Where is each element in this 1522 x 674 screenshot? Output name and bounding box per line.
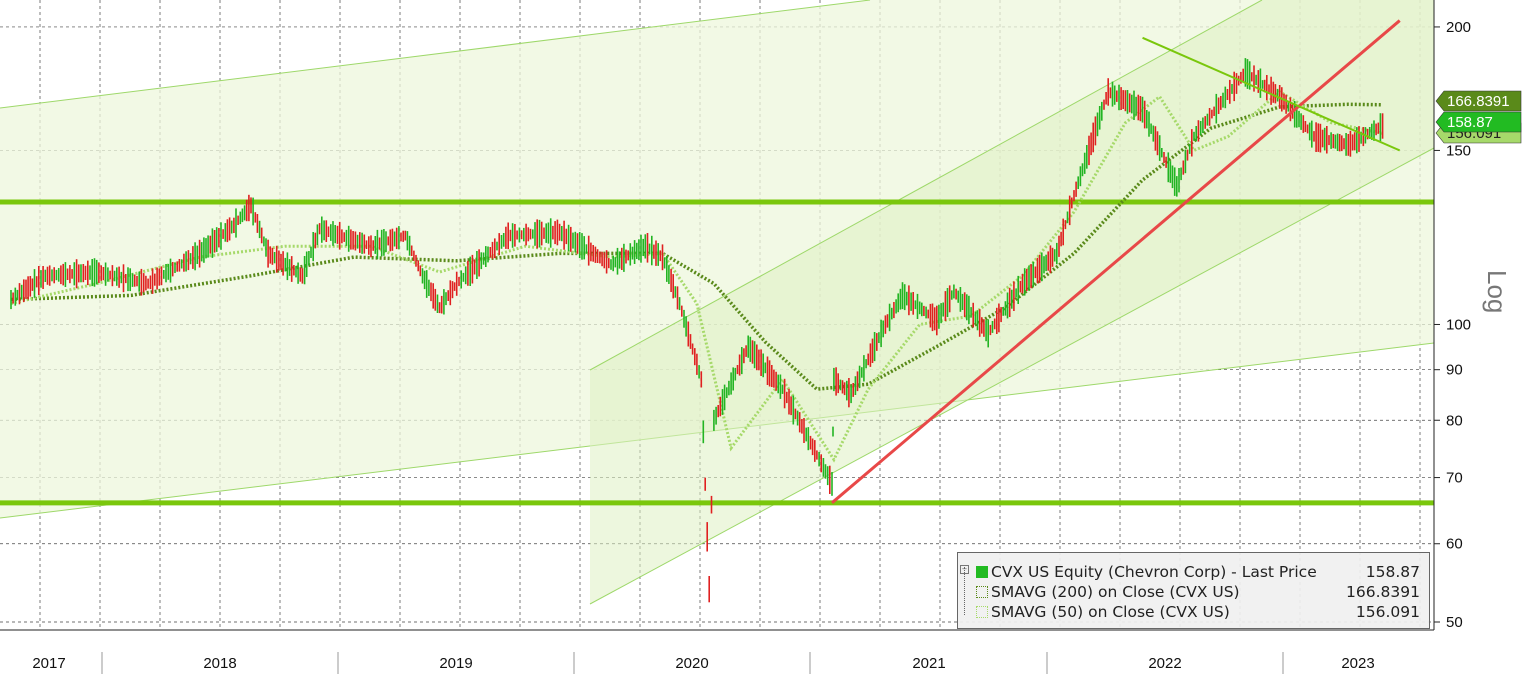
collapse-icon[interactable]: − xyxy=(960,565,969,574)
scale-label: Log xyxy=(1482,270,1512,313)
channel-wide-top xyxy=(0,0,871,109)
price-tag-bg xyxy=(1435,111,1522,133)
price-tag-label: 166.8391 xyxy=(1447,93,1510,110)
horizontal-levels xyxy=(0,199,1434,506)
x-axis: 2017 2018 2019 2020 2021 2022 2023 xyxy=(32,652,1375,674)
x-year-label: 2017 xyxy=(32,655,65,672)
y-tick-label: 150 xyxy=(1446,142,1471,159)
x-year-label: 2019 xyxy=(439,655,472,672)
channel-inner-bottom xyxy=(589,147,1434,605)
price-candles xyxy=(10,58,1384,603)
legend-label-price: CVX US Equity (Chevron Corp) - Last Pric… xyxy=(991,563,1317,581)
y-tick-label: 80 xyxy=(1446,412,1463,429)
legend-tree-line xyxy=(964,567,973,615)
series-lines xyxy=(10,58,1384,603)
legend-row-sma50[interactable]: SMAVG (50) on Close (CVX US) 156.091 xyxy=(966,602,1426,622)
legend-swatch-price xyxy=(976,566,988,578)
legend-row-sma200[interactable]: SMAVG (200) on Close (CVX US) 166.8391 xyxy=(966,582,1426,602)
legend-swatch-sma50 xyxy=(976,606,988,618)
descending-line xyxy=(1142,36,1401,152)
x-year-label: 2018 xyxy=(203,655,236,672)
channel-inner-top xyxy=(589,0,1263,371)
price-tag-label: 158.87 xyxy=(1447,114,1493,131)
x-year-label: 2023 xyxy=(1341,655,1374,672)
price-tag: 166.8391 xyxy=(1435,90,1522,112)
y-tick-label: 70 xyxy=(1446,470,1463,487)
price-tag: 158.87 xyxy=(1435,111,1522,133)
legend-label-sma200: SMAVG (200) on Close (CVX US) xyxy=(991,583,1240,601)
legend-swatch-sma200 xyxy=(976,586,988,598)
sma50-line xyxy=(10,89,1383,463)
legend: − CVX US Equity (Chevron Corp) - Last Pr… xyxy=(957,552,1430,629)
legend-value-sma200: 166.8391 xyxy=(1346,583,1420,601)
y-tick-label: 100 xyxy=(1446,316,1471,333)
legend-value-price: 158.87 xyxy=(1365,563,1420,581)
sma200-line xyxy=(10,102,1383,392)
y-tick-label: 200 xyxy=(1446,19,1471,36)
y-tick-label: 60 xyxy=(1446,536,1463,553)
legend-value-sma50: 156.091 xyxy=(1355,603,1420,621)
x-year-label: 2022 xyxy=(1148,655,1181,672)
price-tag-bg xyxy=(1435,90,1522,112)
x-year-label: 2020 xyxy=(675,655,708,672)
y-axis: 50 60 70 80 90 100 150 200 xyxy=(1434,19,1471,631)
y-tick-label: 50 xyxy=(1446,614,1463,631)
legend-label-sma50: SMAVG (50) on Close (CVX US) xyxy=(991,603,1230,621)
y-tick-label: 90 xyxy=(1446,362,1463,379)
red-trendline xyxy=(831,19,1401,504)
x-year-label: 2021 xyxy=(912,655,945,672)
legend-row-price[interactable]: CVX US Equity (Chevron Corp) - Last Pric… xyxy=(966,562,1426,582)
trend-lines xyxy=(831,19,1401,504)
